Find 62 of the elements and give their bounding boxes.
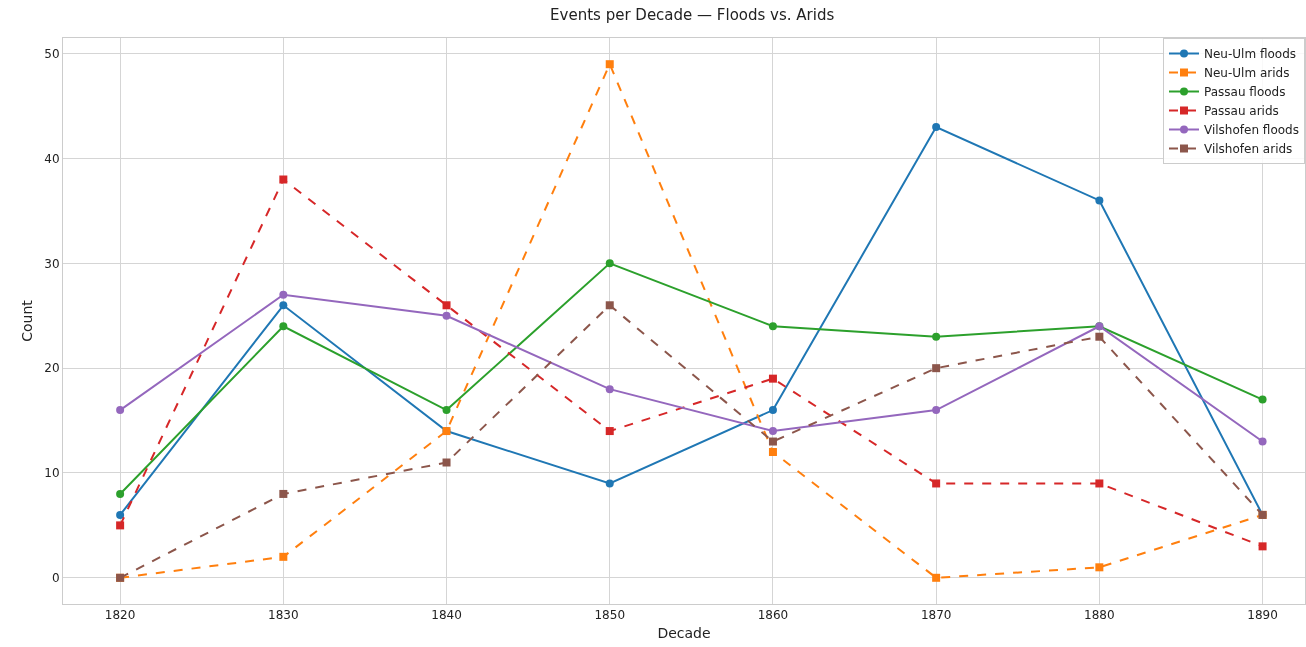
y-tick-label: 30: [44, 256, 60, 271]
point: [932, 406, 941, 415]
legend-label: Passau floods: [1204, 85, 1286, 100]
point: [116, 406, 125, 415]
point: [605, 301, 614, 310]
point: [1095, 332, 1104, 341]
point: [1095, 563, 1104, 572]
point: [279, 301, 288, 310]
point: [768, 437, 777, 446]
point: [605, 479, 614, 488]
point: [279, 552, 288, 561]
point: [442, 301, 451, 310]
y-tick-label: 0: [51, 571, 60, 585]
x-tick-label: 1830: [268, 608, 299, 623]
x-tick-label: 1860: [757, 608, 789, 623]
point: [1258, 542, 1267, 551]
point: [1095, 196, 1104, 205]
x-tick-label: 1850: [594, 608, 626, 623]
point: [605, 385, 614, 394]
legend-label: Vilshofen arids: [1204, 142, 1293, 157]
legend-label: Neu-Ulm floods: [1204, 47, 1297, 62]
x-tick-label: 1870: [920, 608, 952, 623]
point: [768, 374, 777, 383]
x-tick-label: 1820: [104, 608, 136, 623]
point: [932, 573, 941, 582]
point: [605, 259, 614, 268]
point: [1258, 395, 1267, 404]
y-axis-title: Count: [18, 299, 35, 342]
point: [116, 489, 125, 498]
point: [932, 479, 941, 488]
point: [605, 60, 614, 69]
point: [279, 290, 288, 299]
point: [116, 521, 125, 530]
point: [1095, 479, 1104, 488]
legend-label: Passau arids: [1204, 104, 1279, 119]
point: [442, 406, 451, 415]
point: [279, 175, 288, 184]
point: [442, 458, 451, 467]
point: [768, 427, 777, 436]
point: [768, 322, 777, 331]
x-tick-label: 1880: [1084, 608, 1115, 623]
point: [279, 322, 288, 331]
point: [932, 364, 941, 373]
x-tick-label: 1840: [431, 608, 462, 623]
y-tick-label: 10: [44, 466, 60, 481]
y-tick-label: 20: [44, 361, 60, 376]
point: [116, 510, 125, 519]
point: [768, 406, 777, 415]
legend-label: Vilshofen floods: [1204, 123, 1299, 138]
x-axis-title: Decade: [657, 624, 711, 641]
y-tick-label: 50: [44, 46, 60, 61]
y-tick-label: 40: [44, 151, 60, 166]
x-tick-label: 1890: [1247, 608, 1278, 623]
legend-label: Neu-Ulm arids: [1204, 66, 1290, 81]
point: [932, 332, 941, 341]
point: [932, 123, 941, 132]
point: [442, 311, 451, 320]
point: [768, 448, 777, 457]
point: [1258, 437, 1267, 446]
chart-title: Events per Decade — Floods vs. Arids: [550, 6, 835, 25]
point: [279, 489, 288, 498]
point: [605, 427, 614, 436]
